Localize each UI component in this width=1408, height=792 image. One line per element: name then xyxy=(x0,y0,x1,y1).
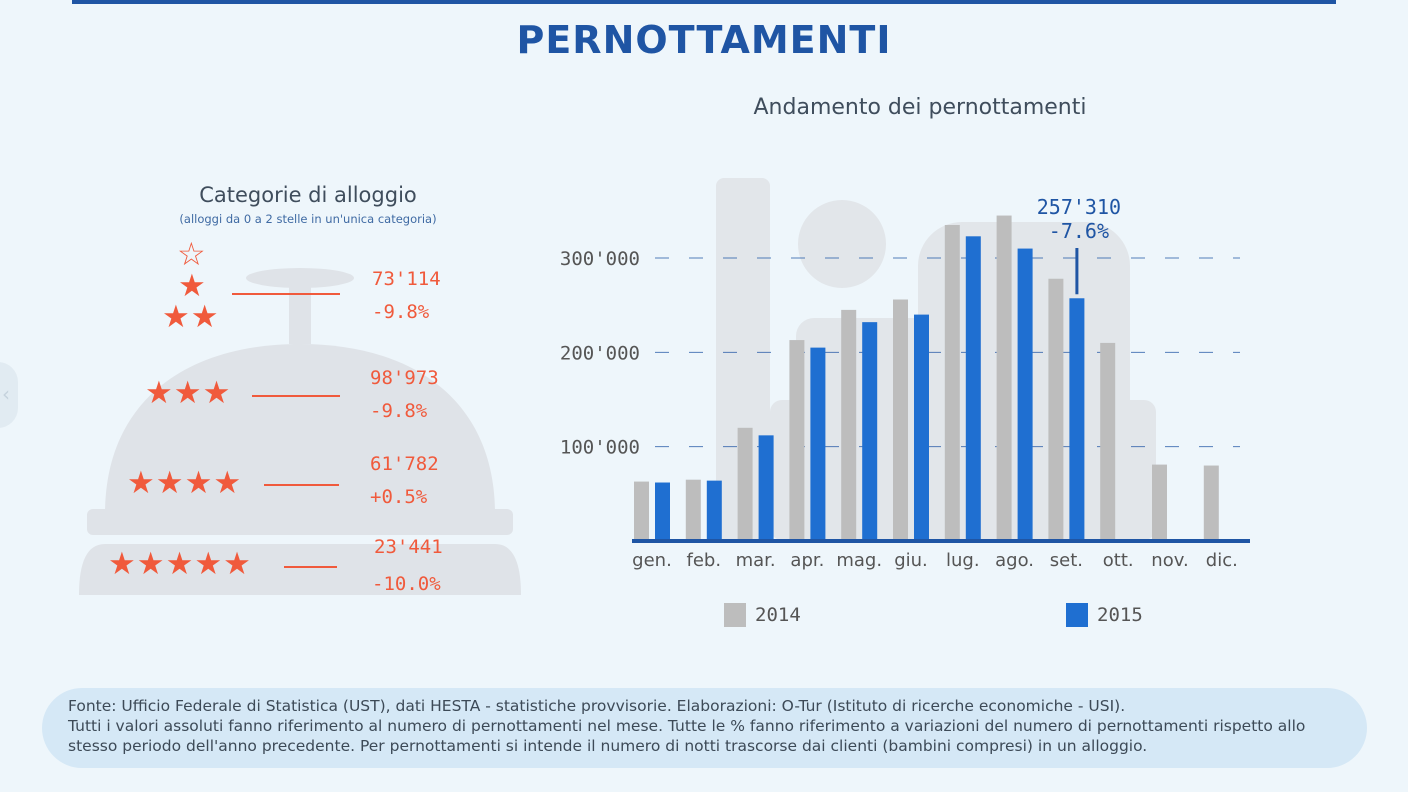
x-tick-label: dic. xyxy=(1206,550,1238,571)
page-title: pernottamenti xyxy=(516,18,892,62)
legend-label: 2015 xyxy=(1097,604,1143,626)
top-rule xyxy=(72,0,1336,4)
bars xyxy=(634,215,1219,542)
side-collapse-tab[interactable]: ‹ xyxy=(0,362,18,428)
outline-star-icon: ☆ xyxy=(177,235,206,273)
stars-row-4: ★★★★★ xyxy=(108,546,252,582)
connector-line xyxy=(252,395,340,397)
bar-2015-mag xyxy=(862,322,878,541)
bar-2015-apr xyxy=(810,347,826,541)
legend: 2014 2015 xyxy=(724,603,1143,627)
connector-line xyxy=(232,293,340,295)
connector-line xyxy=(264,484,339,486)
category-change: -10.0% xyxy=(372,573,441,595)
stars-row-3: ★★★★ xyxy=(127,465,243,501)
source-footer: Fonte: Ufficio Federale di Statistica (U… xyxy=(68,696,1328,756)
bar-2015-giu xyxy=(914,314,929,541)
x-tick-label: giu. xyxy=(894,550,928,571)
stars-row-2: ★★★ xyxy=(145,375,232,411)
chart-title: Andamento dei pernottamenti xyxy=(753,95,1087,120)
bar-2014-dic xyxy=(1203,465,1219,541)
bar-2014-apr xyxy=(789,340,805,541)
x-tick-label: lug. xyxy=(946,550,980,571)
x-tick-label: gen. xyxy=(632,550,672,571)
y-tick-label: 200'000 xyxy=(560,342,640,364)
footer-notes: Tutti i valori assoluti fanno riferiment… xyxy=(68,717,1306,755)
category-value: 23'441 xyxy=(374,536,443,558)
x-tick-label: ott. xyxy=(1103,550,1134,571)
bar-2014-ago xyxy=(996,215,1012,542)
bar-2014-nov xyxy=(1152,464,1167,541)
category-value: 73'114 xyxy=(372,268,441,290)
category-change: -9.8% xyxy=(370,400,428,422)
footer-source: Fonte: Ufficio Federale di Statistica (U… xyxy=(68,697,1126,715)
category-value: 61'782 xyxy=(370,453,439,475)
connector-line xyxy=(284,566,337,568)
bar-2014-lug xyxy=(944,224,960,541)
bar-2014-mag xyxy=(841,309,857,541)
bar-2014-mar xyxy=(737,427,753,541)
bar-2014-giu xyxy=(893,299,908,541)
chevron-left-icon: ‹ xyxy=(2,382,10,406)
x-tick-label: mag. xyxy=(836,550,882,571)
star-icon: ★ xyxy=(178,268,207,304)
x-tick-label: ago. xyxy=(995,550,1034,571)
y-tick-label: 300'000 xyxy=(560,248,640,270)
x-tick-label: mar. xyxy=(736,550,776,571)
bar-2015-ago xyxy=(1017,248,1033,542)
x-tick-label: nov. xyxy=(1151,550,1188,571)
category-change: +0.5% xyxy=(370,486,428,508)
categories-subtitle: (alloggi da 0 a 2 stelle in un'unica cat… xyxy=(179,212,437,226)
bar-2015-lug xyxy=(965,236,981,541)
bar-2014-gen xyxy=(634,481,649,541)
category-change: -9.8% xyxy=(372,301,430,323)
annotation-value: 257'310 xyxy=(1037,195,1121,219)
overnight-stays-chart: 100'000 200'000 300'000 gen. feb. mar. apr. ma… xyxy=(560,178,1250,627)
legend-swatch-2014 xyxy=(724,603,746,627)
x-tick-label: apr. xyxy=(790,550,824,571)
legend-label: 2014 xyxy=(755,604,801,626)
bar-2015-feb xyxy=(706,480,722,541)
annotation-change: -7.6% xyxy=(1049,219,1109,243)
bar-2015-mar xyxy=(758,435,774,541)
y-tick-label: 100'000 xyxy=(560,437,640,459)
x-tick-label: feb. xyxy=(687,550,722,571)
stars-row-1: ★★ xyxy=(162,299,220,335)
annotation: 257'310-7.6% xyxy=(1037,195,1121,295)
legend-swatch-2015 xyxy=(1066,603,1088,627)
bar-2014-ott xyxy=(1100,342,1116,541)
categories-title: Categorie di alloggio xyxy=(199,183,417,207)
y-axis-ticks: 100'000 200'000 300'000 xyxy=(560,248,640,459)
bar-2014-set xyxy=(1048,278,1064,541)
category-value: 98'973 xyxy=(370,367,439,389)
footer-background xyxy=(42,688,1367,768)
bar-2015-set xyxy=(1069,298,1085,541)
bar-2014-feb xyxy=(685,479,701,541)
gridlines xyxy=(655,257,1240,448)
x-axis-ticks: gen. feb. mar. apr. mag. giu. lug. ago. set. ott.… xyxy=(632,550,1238,571)
x-tick-label: set. xyxy=(1050,550,1083,571)
bar-2015-gen xyxy=(655,482,670,541)
